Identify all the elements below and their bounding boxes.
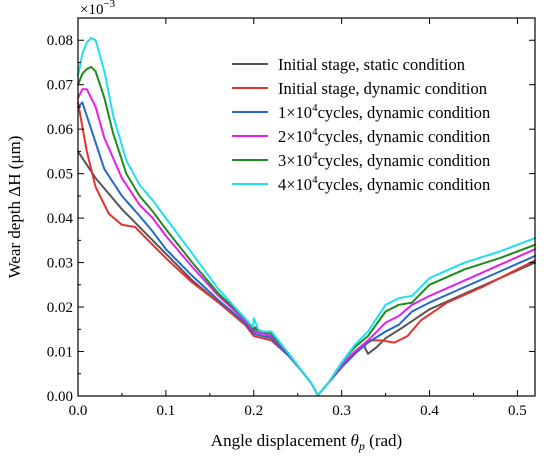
y-tick-label: 0.05 bbox=[47, 167, 73, 183]
plot-frame bbox=[77, 17, 536, 397]
legend-label-6: 4×104cycles, dynamic condition bbox=[278, 174, 490, 194]
y-tick-label: 0.08 bbox=[47, 33, 73, 49]
series-line-3 bbox=[77, 101, 536, 397]
series-line-5 bbox=[77, 65, 536, 397]
y-axis-label: Wear depth ΔH (μm) bbox=[5, 136, 24, 279]
y-tick-label: 0.01 bbox=[47, 345, 73, 361]
series-line-2 bbox=[77, 101, 536, 397]
x-axis-label: Angle displacement θp (rad) bbox=[211, 431, 402, 453]
y-tick-label: 0.06 bbox=[47, 122, 74, 138]
legend-label-4: 2×104cycles, dynamic condition bbox=[278, 126, 490, 146]
legend-label-2: Initial stage, dynamic condition bbox=[278, 79, 487, 98]
legend-label-5: 3×104cycles, dynamic condition bbox=[278, 150, 490, 170]
x-tick-label: 0.4 bbox=[420, 403, 439, 419]
y-tick-label: 0.02 bbox=[47, 300, 73, 316]
x-tick-label: 0.5 bbox=[508, 403, 527, 419]
y-tick-label: 0.07 bbox=[47, 78, 74, 94]
legend: Initial stage, static condition Initial s… bbox=[232, 55, 490, 194]
legend-label-1: Initial stage, static condition bbox=[278, 55, 465, 74]
y-tick-label: 0.03 bbox=[47, 256, 73, 272]
series-line-6 bbox=[77, 37, 536, 397]
y-multiplier: ×10−3 bbox=[80, 0, 116, 18]
x-tick-label: 0.0 bbox=[69, 403, 88, 419]
x-tick-label: 0.1 bbox=[157, 403, 176, 419]
y-tick-label: 0.00 bbox=[47, 389, 73, 405]
x-tick-label: 0.3 bbox=[332, 403, 351, 419]
series-layer bbox=[77, 37, 536, 397]
y-tick-label: 0.04 bbox=[47, 211, 74, 227]
x-tick-label: 0.2 bbox=[244, 403, 263, 419]
legend-label-3: 1×104cycles, dynamic condition bbox=[278, 102, 490, 122]
ticks-layer: 0.0 0.1 0.2 0.3 0.4 0.5 0.00 0.01 0.02 0.03 0.04 0.… bbox=[47, 17, 535, 419]
